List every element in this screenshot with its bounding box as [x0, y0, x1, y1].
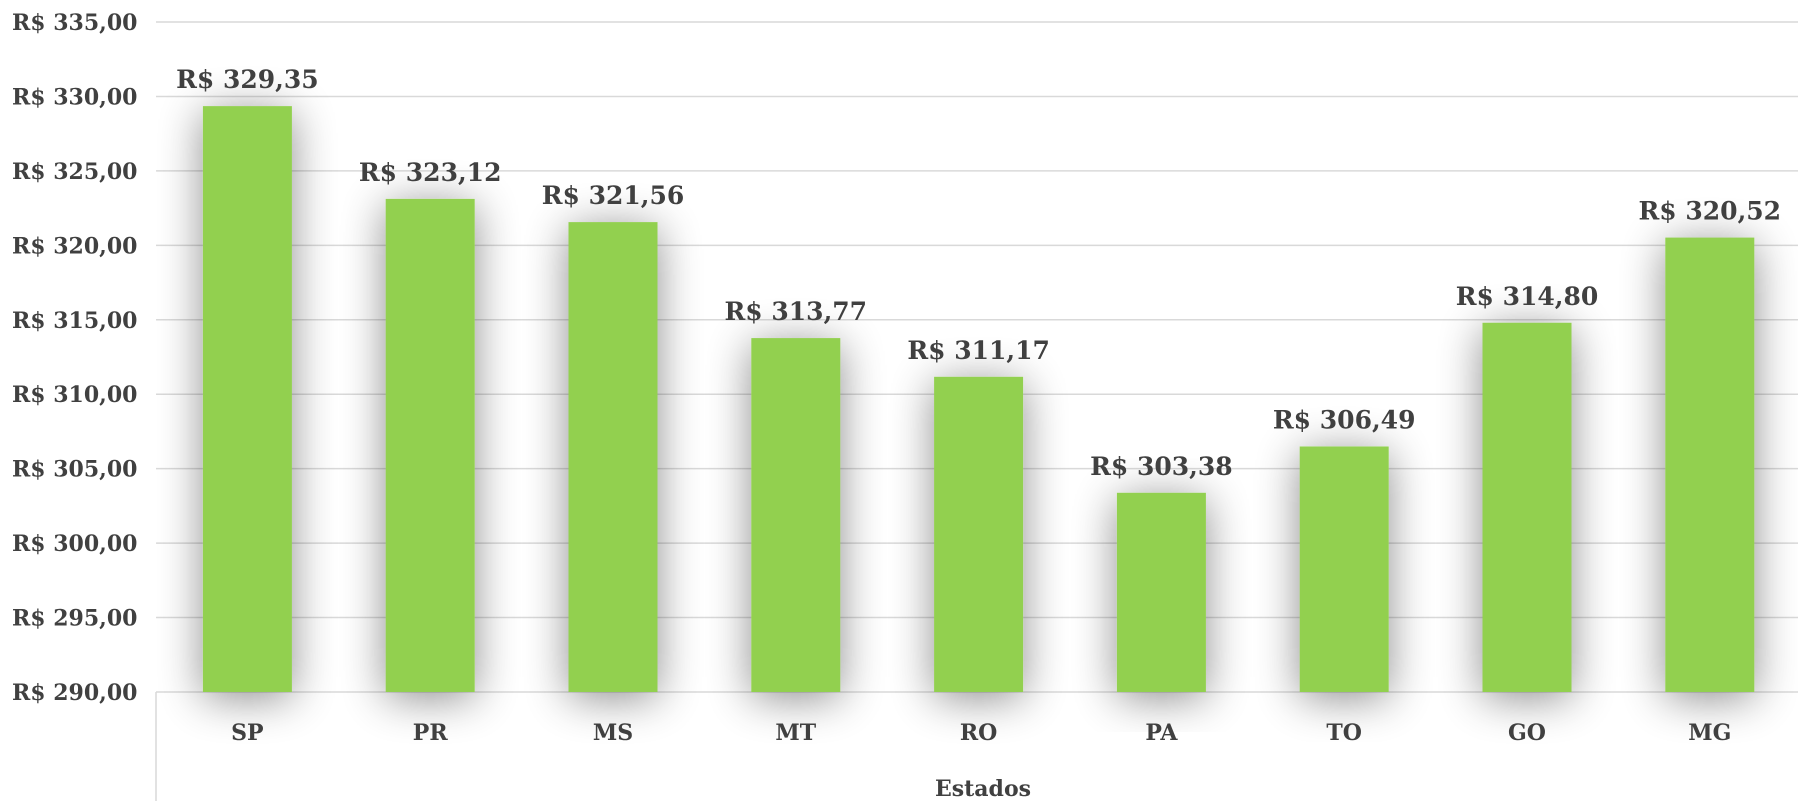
y-tick-label: R$ 320,00	[12, 233, 137, 259]
y-tick-label: R$ 290,00	[12, 680, 137, 706]
x-tick-label-sp: SP	[231, 720, 263, 746]
data-label-go: R$ 314,80	[1456, 282, 1599, 311]
y-tick-label: R$ 305,00	[12, 457, 137, 483]
x-axis-title: Estados	[935, 776, 1031, 801]
data-label-mt: R$ 313,77	[725, 297, 868, 326]
y-tick-label: R$ 315,00	[12, 308, 137, 334]
y-tick-label: R$ 310,00	[12, 382, 137, 408]
x-axis-tick-labels: SP PR MS MT RO PA TO GO MG	[231, 720, 1731, 746]
x-tick-label-ms: MS	[593, 720, 633, 746]
x-tick-label-mg: MG	[1688, 720, 1731, 746]
x-tick-label-go: GO	[1508, 720, 1546, 746]
bar-to	[1299, 446, 1389, 692]
data-label-mg: R$ 320,52	[1639, 197, 1782, 226]
y-tick-label: R$ 295,00	[12, 606, 137, 632]
bar-mg	[1665, 237, 1755, 692]
y-tick-label: R$ 335,00	[12, 10, 137, 36]
data-label-ro: R$ 311,17	[907, 336, 1050, 365]
bar-sp	[202, 106, 292, 693]
x-tick-label-pa: PA	[1145, 720, 1178, 746]
y-axis-tick-labels: R$ 290,00 R$ 295,00 R$ 300,00 R$ 305,00 R$ 3…	[12, 10, 137, 706]
bar-ro	[934, 376, 1024, 692]
data-label-to: R$ 306,49	[1273, 405, 1416, 434]
data-labels: R$ 329,35 R$ 323,12 R$ 321,56 R$ 313,77 R$ 3…	[176, 65, 1781, 481]
data-label-sp: R$ 329,35	[176, 65, 319, 94]
x-tick-label-mt: MT	[775, 720, 816, 746]
y-tick-label: R$ 300,00	[12, 531, 137, 557]
x-tick-label-to: TO	[1326, 720, 1362, 746]
y-tick-label: R$ 330,00	[12, 84, 137, 110]
x-tick-label-ro: RO	[960, 720, 997, 746]
data-label-pa: R$ 303,38	[1090, 452, 1233, 481]
data-label-ms: R$ 321,56	[542, 181, 685, 210]
bar-mt	[751, 338, 841, 692]
y-tick-label: R$ 325,00	[12, 159, 137, 185]
bars	[202, 106, 1755, 693]
bar-pr	[385, 198, 475, 692]
x-tick-label-pr: PR	[413, 720, 449, 746]
bar-go	[1482, 322, 1572, 692]
bar-ms	[568, 222, 658, 692]
data-label-pr: R$ 323,12	[359, 158, 502, 187]
bar-pa	[1116, 492, 1206, 692]
